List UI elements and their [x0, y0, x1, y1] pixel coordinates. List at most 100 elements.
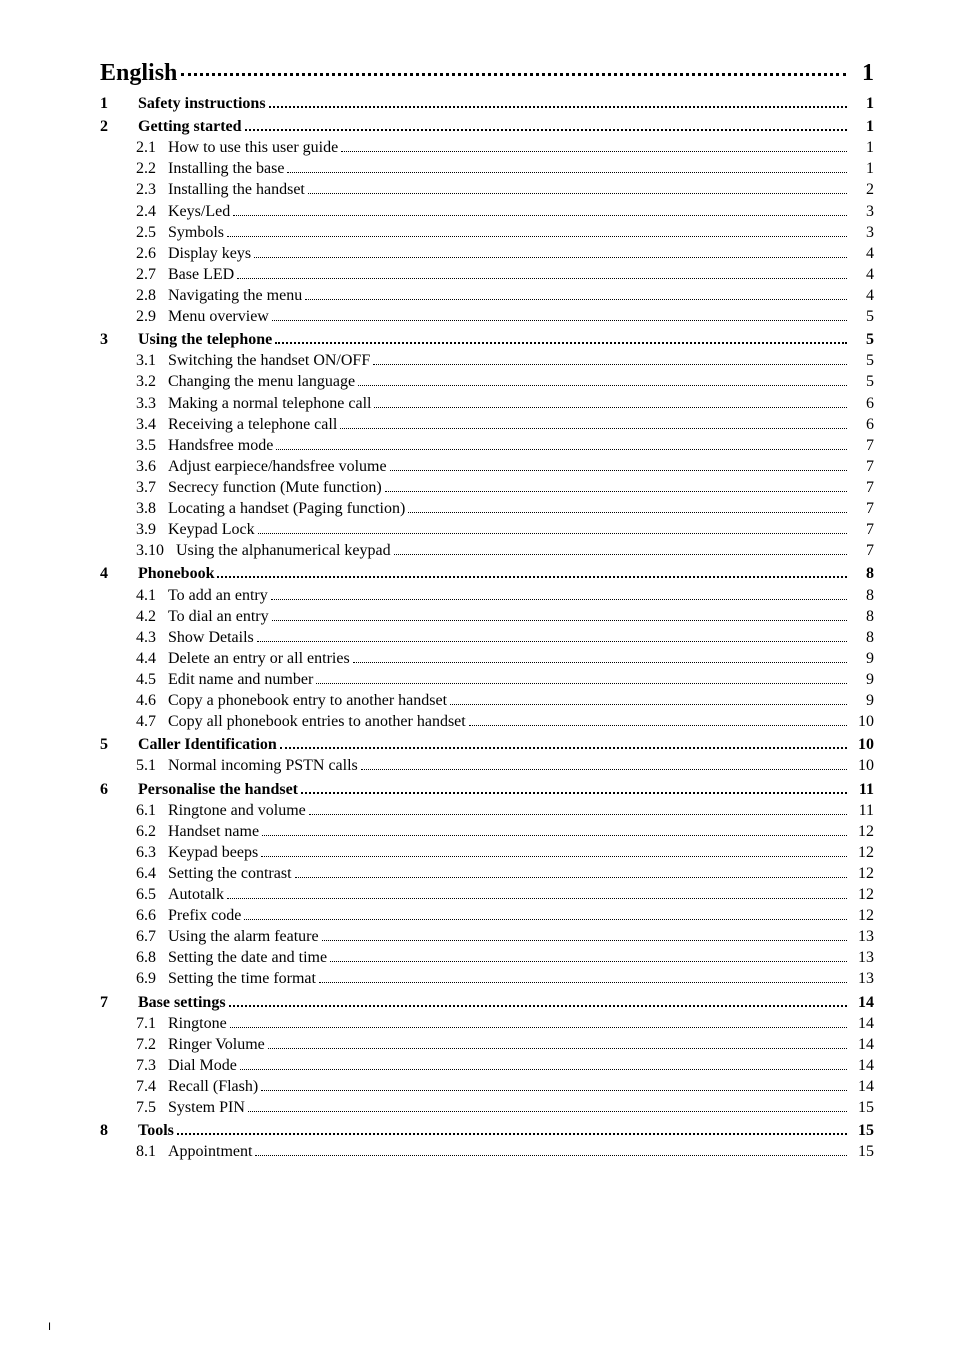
- toc-entry-label: Using the telephone: [138, 329, 272, 350]
- toc-entry-page: 14: [850, 1013, 874, 1034]
- toc-entry-label: Personalise the handset: [138, 779, 298, 800]
- toc-entry: 4.5Edit name and number9: [100, 669, 874, 690]
- toc-entry-label: Switching the handset ON/OFF: [168, 350, 370, 371]
- toc-entry: 2.9Menu overview5: [100, 306, 874, 327]
- toc-entry-number: 7.4: [100, 1076, 168, 1097]
- toc-entry-number: 6.5: [100, 884, 168, 905]
- toc-entry-number: 7.2: [100, 1034, 168, 1055]
- toc-entry-page: 10: [850, 734, 874, 755]
- toc-entry-label: Using the alarm feature: [168, 926, 319, 947]
- toc-entry-page: 7: [850, 519, 874, 540]
- toc-entry-label: Caller Identification: [138, 734, 277, 755]
- toc-entry-label: Keypad beeps: [168, 842, 258, 863]
- toc-entry: 2.7Base LED4: [100, 264, 874, 285]
- toc-entry-label: Symbols: [168, 222, 224, 243]
- toc-entry: 6.5Autotalk12: [100, 884, 874, 905]
- toc-entry-page: 1: [850, 116, 874, 137]
- toc-entry-label: Setting the date and time: [168, 947, 327, 968]
- toc-leader-dots: [390, 470, 847, 471]
- toc-entry-number: 6.4: [100, 863, 168, 884]
- toc-entry-page: 2: [850, 179, 874, 200]
- toc-entry-label: Ringtone: [168, 1013, 227, 1034]
- toc-entry-number: 4.6: [100, 690, 168, 711]
- toc-entry-number: 3.9: [100, 519, 168, 540]
- toc-entry: 6Personalise the handset11: [100, 779, 874, 800]
- toc-entry-label: Display keys: [168, 243, 251, 264]
- toc-entry: 7Base settings14: [100, 992, 874, 1013]
- toc-entry-page: 12: [850, 821, 874, 842]
- toc-entry: 2.5Symbols3: [100, 222, 874, 243]
- toc-entry-page: 5: [850, 306, 874, 327]
- toc-entry-number: 2.3: [100, 179, 168, 200]
- toc-entry-page: 5: [850, 329, 874, 350]
- toc-leader-dots: [340, 428, 847, 429]
- toc-entry-number: 2.8: [100, 285, 168, 306]
- toc-entry-number: 7.1: [100, 1013, 168, 1034]
- toc-entry-number: 6.3: [100, 842, 168, 863]
- toc-entry-number: 3: [100, 329, 138, 350]
- toc-entry-page: 15: [850, 1141, 874, 1162]
- toc-entry: 3.3Making a normal telephone call6: [100, 393, 874, 414]
- toc-entry-label: Delete an entry or all entries: [168, 648, 350, 669]
- toc-entry-label: Making a normal telephone call: [168, 393, 371, 414]
- toc-leader-dots: [262, 835, 847, 836]
- toc-leader-dots: [316, 683, 847, 684]
- toc-entry: 6.8Setting the date and time13: [100, 947, 874, 968]
- toc-entry-label: Recall (Flash): [168, 1076, 258, 1097]
- toc-entry-number: 4.4: [100, 648, 168, 669]
- toc-entry-label: Receiving a telephone call: [168, 414, 337, 435]
- toc-entry: 2.3Installing the handset2: [100, 179, 874, 200]
- toc-entry-page: 10: [850, 755, 874, 776]
- toc-leader-dots: [230, 1027, 847, 1028]
- toc-entry-number: 2.6: [100, 243, 168, 264]
- toc-entry-label: Prefix code: [168, 905, 241, 926]
- toc-leader-dots: [308, 193, 847, 194]
- toc-entry-label: Safety instructions: [138, 93, 266, 114]
- toc-entry-page: 4: [850, 285, 874, 306]
- toc-entry-page: 8: [850, 606, 874, 627]
- toc-leader-dots: [301, 792, 847, 794]
- toc-entry: 2.4Keys/Led3: [100, 201, 874, 222]
- toc-entry-number: 4.3: [100, 627, 168, 648]
- toc-entry-number: 3.2: [100, 371, 168, 392]
- toc-entry-number: 2.4: [100, 201, 168, 222]
- toc-entry-number: 4.2: [100, 606, 168, 627]
- toc-entry-page: 8: [850, 627, 874, 648]
- toc-entry: 6.6Prefix code12: [100, 905, 874, 926]
- toc-entry-number: 7.3: [100, 1055, 168, 1076]
- toc-entry-label: Dial Mode: [168, 1055, 237, 1076]
- toc-entry-number: 6: [100, 779, 138, 800]
- toc-entry-label: Show Details: [168, 627, 254, 648]
- toc-entry-number: 8.1: [100, 1141, 168, 1162]
- toc-entry-page: 11: [850, 800, 874, 821]
- toc-entry: 3.8Locating a handset (Paging function)7: [100, 498, 874, 519]
- toc-entry-page: 1: [850, 137, 874, 158]
- toc-entry-number: 6.9: [100, 968, 168, 989]
- toc-leader-dots: [358, 385, 847, 386]
- toc-leader-dots: [322, 940, 847, 941]
- toc-entry: 4.1To add an entry8: [100, 585, 874, 606]
- toc-entry-number: 3.4: [100, 414, 168, 435]
- footer-page-mark: I: [48, 1321, 51, 1333]
- toc-entry-label: Getting started: [138, 116, 242, 137]
- toc-entry-number: 3.7: [100, 477, 168, 498]
- toc-entry-label: Normal incoming PSTN calls: [168, 755, 358, 776]
- toc-entry-number: 6.6: [100, 905, 168, 926]
- toc-entry-label: How to use this user guide: [168, 137, 338, 158]
- toc-leader-dots: [177, 1133, 847, 1135]
- toc-entry-page: 12: [850, 884, 874, 905]
- toc-entry-page: 4: [850, 243, 874, 264]
- toc-entry-label: Tools: [138, 1120, 174, 1141]
- toc-entry-page: 7: [850, 435, 874, 456]
- toc-entry-label: Locating a handset (Paging function): [168, 498, 405, 519]
- toc-entry-page: 13: [850, 968, 874, 989]
- toc-entry: 5.1Normal incoming PSTN calls10: [100, 755, 874, 776]
- toc-entry-page: 3: [850, 222, 874, 243]
- toc-entry-label: Ringtone and volume: [168, 800, 306, 821]
- toc-entry-number: 2.7: [100, 264, 168, 285]
- toc-entry-label: To dial an entry: [168, 606, 269, 627]
- toc-entry-page: 7: [850, 477, 874, 498]
- toc-entry-page: 10: [850, 711, 874, 732]
- toc-entry-page: 9: [850, 669, 874, 690]
- toc-entry-page: 14: [850, 992, 874, 1013]
